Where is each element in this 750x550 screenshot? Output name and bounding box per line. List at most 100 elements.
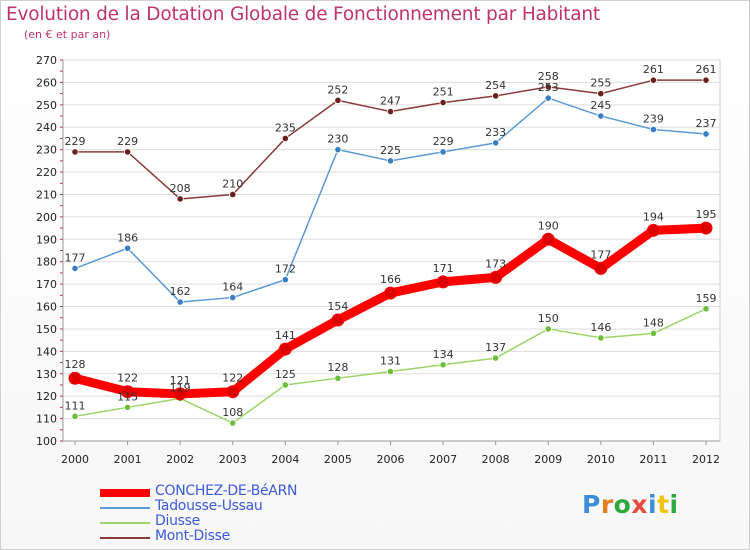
logo-letter: t (657, 490, 670, 519)
logo-letter: P (582, 490, 601, 519)
data-label: 261 (696, 63, 717, 76)
data-point (281, 134, 289, 143)
data-point (123, 403, 132, 411)
data-point (334, 374, 342, 382)
data-label: 229 (117, 135, 138, 148)
data-point (492, 139, 500, 147)
data-label: 235 (275, 121, 296, 134)
data-label: 186 (117, 231, 138, 244)
chart-subtitle: (en € et par an) (24, 28, 111, 41)
data-point (229, 190, 237, 199)
legend-label: Mont-Disse (155, 528, 230, 544)
data-label: 125 (275, 368, 296, 381)
x-tick-label: 2012 (692, 453, 720, 466)
data-label: 261 (643, 63, 664, 76)
data-point (176, 195, 184, 203)
data-point (439, 98, 447, 107)
data-label: 190 (538, 219, 559, 232)
y-tick-label: 160 (36, 301, 57, 314)
data-label: 148 (643, 316, 664, 329)
data-label: 115 (117, 390, 138, 403)
data-label: 154 (327, 300, 348, 313)
data-point (68, 371, 82, 385)
x-tick-label: 2008 (482, 453, 510, 466)
data-point (386, 107, 395, 116)
y-tick-label: 190 (36, 233, 57, 246)
y-tick-label: 210 (36, 188, 57, 201)
data-label: 251 (433, 86, 454, 99)
data-label: 173 (485, 257, 506, 270)
data-label: 208 (170, 182, 191, 195)
data-label: 171 (433, 262, 454, 275)
logo-letter: i (648, 490, 658, 519)
data-label: 111 (65, 399, 86, 412)
data-label: 195 (696, 208, 717, 221)
data-label: 233 (485, 126, 506, 139)
data-label: 159 (696, 292, 717, 305)
x-tick-label: 2004 (271, 453, 299, 466)
data-point (334, 146, 342, 154)
x-tick-label: 2003 (219, 453, 247, 466)
data-point (439, 361, 447, 369)
data-label: 108 (222, 406, 243, 419)
data-label: 237 (696, 117, 717, 130)
data-label: 146 (590, 321, 611, 334)
data-label: 122 (222, 372, 243, 385)
data-label: 122 (117, 372, 138, 385)
data-point (386, 367, 395, 376)
logo-letter: x (631, 490, 648, 519)
data-label: 247 (380, 95, 401, 108)
data-point (173, 387, 187, 401)
data-label: 210 (222, 177, 243, 190)
y-tick-label: 110 (36, 413, 57, 426)
x-tick-label: 2001 (114, 453, 142, 466)
data-point (702, 305, 710, 313)
data-point (544, 325, 552, 333)
data-point (331, 313, 345, 327)
data-label: 254 (485, 79, 506, 92)
data-point (226, 385, 240, 399)
data-label: 166 (380, 273, 401, 286)
x-tick-label: 2011 (639, 453, 667, 466)
y-tick-label: 220 (36, 166, 57, 179)
legend-label: Tadousse-Ussau (155, 498, 263, 514)
data-point (278, 342, 292, 356)
legend-swatch (100, 489, 150, 497)
data-label: 229 (65, 135, 86, 148)
y-tick-label: 130 (36, 368, 57, 381)
data-point (176, 298, 184, 306)
x-tick-label: 2010 (587, 453, 615, 466)
y-tick-label: 270 (36, 54, 57, 67)
data-label: 252 (327, 83, 348, 96)
y-tick-label: 230 (36, 144, 57, 157)
data-point (436, 275, 450, 289)
data-label: 258 (538, 70, 559, 83)
data-point (597, 112, 605, 120)
data-point (646, 223, 660, 237)
data-point (439, 148, 447, 156)
data-point (492, 92, 500, 100)
y-tick-label: 120 (36, 390, 57, 403)
data-point (702, 130, 710, 138)
y-tick-label: 250 (36, 99, 57, 112)
data-point (229, 293, 237, 302)
data-label: 150 (538, 312, 559, 325)
logo-letter: i (669, 490, 679, 519)
data-point (702, 76, 710, 84)
data-point (649, 76, 658, 84)
y-tick-label: 200 (36, 211, 57, 224)
x-tick-label: 2005 (324, 453, 352, 466)
data-point (281, 276, 289, 284)
legend-label: CONCHEZ-DE-BéARN (155, 483, 298, 499)
logo-letter: r (600, 490, 614, 519)
data-label: 134 (433, 348, 454, 361)
data-point (123, 148, 132, 156)
data-label: 255 (590, 77, 611, 90)
y-tick-label: 180 (36, 256, 57, 269)
logo-letter: o (613, 490, 632, 519)
data-point (71, 264, 79, 273)
x-tick-label: 2009 (534, 453, 562, 466)
legend-label: Diusse (155, 513, 200, 529)
data-point (123, 244, 132, 252)
